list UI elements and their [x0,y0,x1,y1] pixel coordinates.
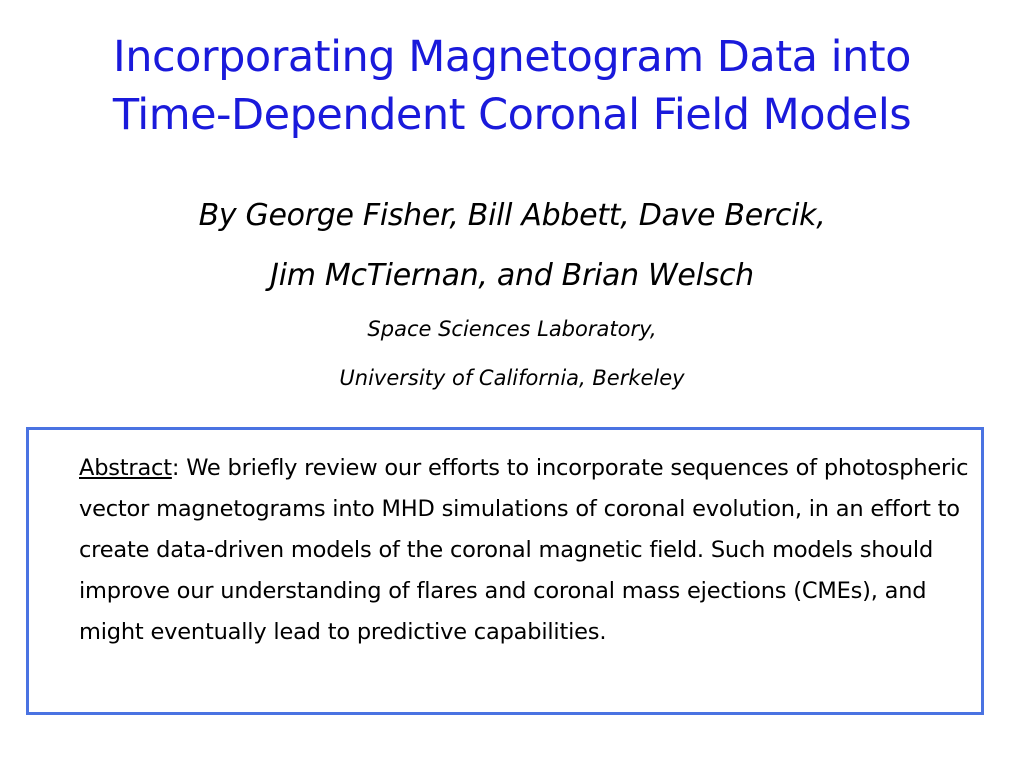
slide-title: Incorporating Magnetogram Data into Time… [40,28,984,144]
abstract-box: Abstract: We briefly review our efforts … [26,427,984,715]
abstract-body: : We briefly review our efforts to incor… [79,455,969,645]
author-list: By George Fisher, Bill Abbett, Dave Berc… [40,186,984,306]
abstract-label: Abstract [79,455,172,481]
abstract-paragraph: Abstract: We briefly review our efforts … [79,448,974,653]
title-line-2: Time-Dependent Coronal Field Models [112,90,912,140]
affiliation-line-2: University of California, Berkeley [339,366,685,390]
authors-line-1: By George Fisher, Bill Abbett, Dave Berc… [198,198,826,233]
affiliation-line-1: Space Sciences Laboratory, [367,317,657,341]
authors-line-2: Jim McTiernan, and Brian Welsch [270,258,754,293]
title-line-1: Incorporating Magnetogram Data into [113,32,911,82]
